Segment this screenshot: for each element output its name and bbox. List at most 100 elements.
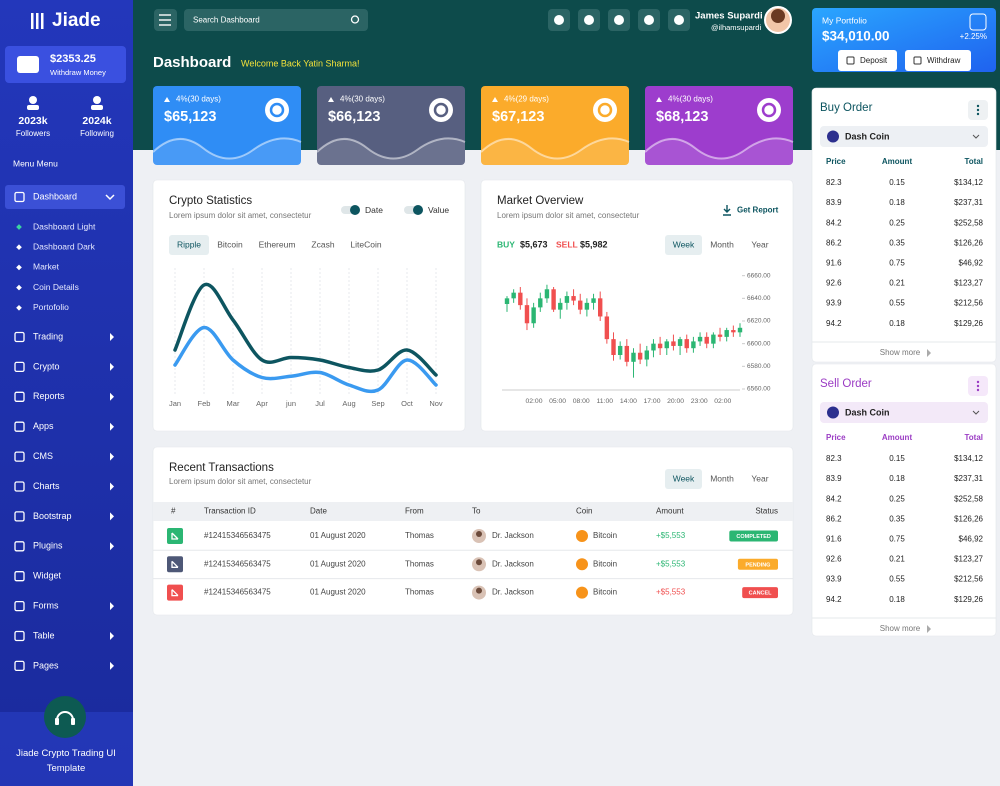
card-subtitle: Lorem ipsum dolor sit amet, consectetur xyxy=(169,477,312,486)
tab[interactable]: Week xyxy=(673,473,695,483)
y-tick-label: 6620.00 xyxy=(747,318,771,325)
submenu-item[interactable]: Portofolio xyxy=(33,302,69,312)
coin-icon xyxy=(429,98,453,122)
stat-icon xyxy=(29,96,37,104)
coin-icon-glyph xyxy=(597,102,613,118)
tab[interactable]: LiteCoin xyxy=(350,239,381,249)
coin-icon-glyph xyxy=(433,102,449,118)
legend-label: Date xyxy=(365,205,383,215)
tab[interactable]: Year xyxy=(751,473,768,483)
menu-item[interactable]: Charts xyxy=(33,481,60,491)
card xyxy=(811,363,997,637)
logo-bar xyxy=(41,13,44,29)
tab[interactable]: Year xyxy=(751,239,768,249)
menu-item[interactable]: Bootstrap xyxy=(33,511,72,521)
order-cell: $126,26 xyxy=(954,238,983,247)
transaction-from: Thomas xyxy=(405,531,434,540)
order-cell: 0.75 xyxy=(889,535,905,544)
tab[interactable]: Month xyxy=(710,473,734,483)
menu-item[interactable]: Reports xyxy=(33,391,65,401)
candle-body xyxy=(551,289,556,310)
transaction-arrow xyxy=(171,589,179,597)
tab[interactable]: Zcash xyxy=(311,239,334,249)
coin-select[interactable] xyxy=(820,126,988,147)
stat-icon xyxy=(91,105,103,110)
menu-item[interactable]: Trading xyxy=(33,331,63,341)
card-wave-line xyxy=(480,137,630,160)
menu-item[interactable]: Forms xyxy=(33,600,59,610)
search-box[interactable] xyxy=(184,9,368,31)
candle-body xyxy=(624,345,630,362)
order-cell: $123,27 xyxy=(954,555,983,564)
order-cell: 0.25 xyxy=(889,218,905,227)
coin-amount: $67,123 xyxy=(492,109,544,125)
coin-change: 4%(30 days) xyxy=(668,95,713,104)
x-tick-label: Jul xyxy=(315,399,325,408)
get-report[interactable]: Get Report xyxy=(737,206,779,215)
card-wave xyxy=(645,138,793,165)
order-cell: $237,31 xyxy=(954,474,983,483)
button-label[interactable]: Deposit xyxy=(860,56,888,65)
coin-change: 4%(30 days) xyxy=(340,95,385,104)
coin-select[interactable] xyxy=(820,402,988,423)
submenu-item[interactable]: Dashboard Dark xyxy=(33,241,96,251)
candle-body xyxy=(657,343,663,349)
submenu-item[interactable]: Coin Details xyxy=(33,282,79,292)
order-cell: 91.6 xyxy=(826,259,842,268)
menu-title: Menu Menu xyxy=(13,158,58,168)
wallet-icon xyxy=(17,56,39,73)
coin-amount: $65,123 xyxy=(164,109,216,125)
menu-item[interactable]: Crypto xyxy=(33,361,60,371)
column-header: Date xyxy=(310,507,327,516)
card xyxy=(811,87,997,363)
menu-item[interactable]: Apps xyxy=(33,421,54,431)
candle-body xyxy=(724,330,729,337)
menu-item[interactable]: Pages xyxy=(33,660,59,670)
menu-icon xyxy=(14,511,25,522)
sidebar xyxy=(0,0,133,786)
tab[interactable]: Week xyxy=(673,239,695,249)
candle-body xyxy=(591,298,596,303)
portfolio-button[interactable] xyxy=(838,50,897,71)
order-cell: 83.9 xyxy=(826,198,842,207)
button-icon xyxy=(846,56,855,65)
sell-value: $5,982 xyxy=(580,239,608,249)
legend-label: Value xyxy=(428,205,449,215)
menu-item[interactable]: Dashboard xyxy=(33,191,77,201)
wallet-box[interactable] xyxy=(5,46,126,83)
tab[interactable]: Bitcoin xyxy=(217,239,243,249)
options-dot xyxy=(976,112,980,116)
coin-amount: $66,123 xyxy=(328,109,380,125)
tab[interactable]: Ethereum xyxy=(259,239,296,249)
order-cell: 0.55 xyxy=(889,575,905,584)
tab[interactable]: Month xyxy=(710,239,734,249)
candle-body xyxy=(731,330,736,333)
menu-item[interactable]: CMS xyxy=(33,451,53,461)
show-more[interactable]: Show more xyxy=(880,624,921,633)
coin-icon-glyph xyxy=(761,102,777,118)
candle-body xyxy=(598,298,603,317)
header-icon xyxy=(644,15,654,25)
column-header: Amount xyxy=(656,507,684,516)
menu-item[interactable]: Plugins xyxy=(33,541,63,551)
trend-arrow xyxy=(492,97,498,102)
menu-item[interactable]: Widget xyxy=(33,571,62,581)
button-icon xyxy=(913,56,922,65)
order-cell: 92.6 xyxy=(826,555,842,564)
transaction-amount: +$5,553 xyxy=(656,559,686,568)
tab[interactable]: Ripple xyxy=(177,239,201,249)
coin-change: 4%(30 days) xyxy=(176,95,221,104)
portfolio-icon xyxy=(969,13,987,31)
transaction-from: Thomas xyxy=(405,559,434,568)
button-label[interactable]: Withdraw xyxy=(927,56,961,65)
submenu-item[interactable]: Market xyxy=(33,262,60,272)
order-cell: 0.75 xyxy=(889,259,905,268)
portfolio-button[interactable] xyxy=(905,50,971,71)
menu-item[interactable]: Table xyxy=(33,630,55,640)
header-icon xyxy=(554,15,564,25)
show-more[interactable]: Show more xyxy=(880,348,921,357)
order-column-header: Price xyxy=(826,157,846,166)
stat-icon xyxy=(93,96,101,104)
status-label: PENDING xyxy=(745,562,770,568)
submenu-item[interactable]: Dashboard Light xyxy=(33,221,96,231)
